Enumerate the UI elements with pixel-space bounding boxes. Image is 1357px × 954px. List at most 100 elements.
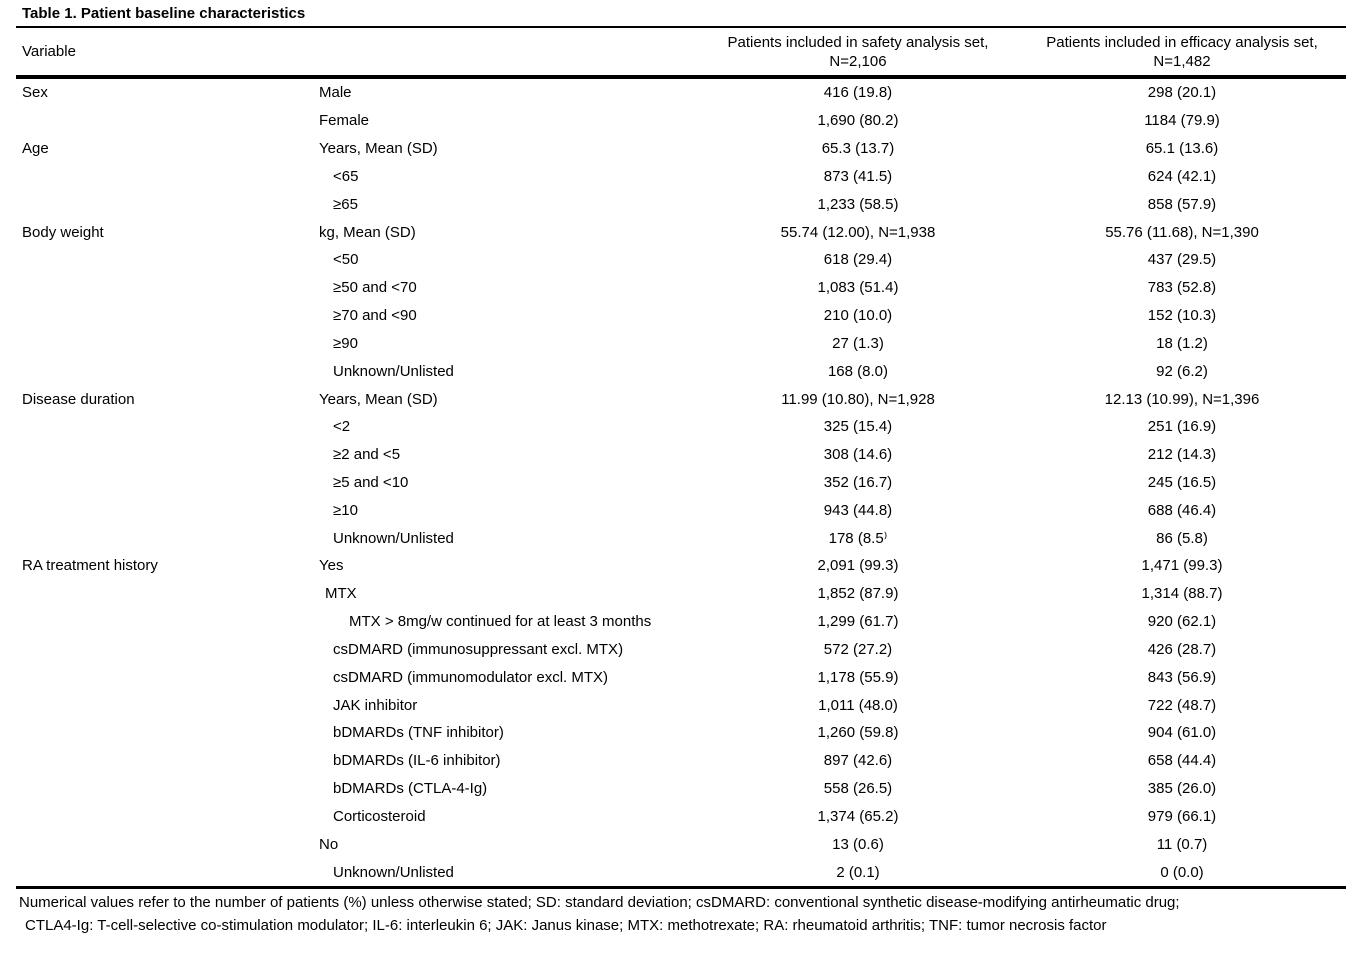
table-row: csDMARD (immunosuppressant excl. MTX) 572… bbox=[16, 636, 1346, 664]
table-row: RA treatment history Yes 2,091 (99.3) 1,471… bbox=[16, 552, 1346, 580]
efficacy-value: 1184 (79.9) bbox=[1144, 112, 1220, 130]
row-label: Unknown/Unlisted bbox=[333, 529, 454, 547]
safety-value: 168 (8.0) bbox=[827, 362, 889, 380]
row-label: bDMARDs (CTLA-4-Ig) bbox=[333, 780, 488, 798]
row-label: <2 bbox=[333, 418, 351, 436]
efficacy-value: 11 (0.7) bbox=[1156, 835, 1208, 853]
safety-value: 1,178 (55.9) bbox=[817, 668, 899, 686]
safety-value: 55.74 (12.00), N=1,938 bbox=[780, 223, 936, 241]
row-label: kg, Mean (SD) bbox=[319, 223, 416, 241]
safety-value: 1,299 (61.7) bbox=[817, 613, 899, 631]
row-label: Years, Mean (SD) bbox=[319, 140, 438, 158]
row-group-label: RA treatment history bbox=[22, 557, 158, 575]
efficacy-value: 1,471 (99.3) bbox=[1141, 557, 1223, 575]
footnote-line-1: Numerical values refer to the number of … bbox=[19, 894, 1180, 912]
table-page: Table 1. Patient baseline characteristic… bbox=[16, 0, 1346, 937]
safety-value: 1,690 (80.2) bbox=[817, 112, 899, 130]
table-row: ≥10 943 (44.8) 688 (46.4) bbox=[16, 496, 1346, 524]
safety-value: 325 (15.4) bbox=[823, 418, 893, 436]
efficacy-value: 920 (62.1) bbox=[1147, 613, 1217, 631]
safety-value: 178 (8.5⁾ bbox=[828, 530, 888, 548]
table-row: ≥65 1,233 (58.5) 858 (57.9) bbox=[16, 190, 1346, 218]
table-row: csDMARD (immunomodulator excl. MTX) 1,178… bbox=[16, 663, 1346, 691]
table-row: Disease duration Years, Mean (SD) 11.99 (1… bbox=[16, 385, 1346, 413]
row-label: ≥10 bbox=[333, 501, 358, 519]
table-row: ≥70 and <90 210 (10.0) 152 (10.3) bbox=[16, 302, 1346, 330]
efficacy-value: 843 (56.9) bbox=[1147, 668, 1217, 686]
row-label: ≥70 and <90 bbox=[333, 307, 417, 325]
table-row: bDMARDs (CTLA-4-Ig) 558 (26.5) 385 (26.0) bbox=[16, 775, 1346, 803]
row-label: MTX > 8mg/w continued for at least 3 mon… bbox=[349, 613, 652, 631]
table-row: <65 873 (41.5) 624 (42.1) bbox=[16, 162, 1346, 190]
row-label: bDMARDs (IL-6 inhibitor) bbox=[333, 752, 501, 770]
table-row: ≥50 and <70 1,083 (51.4) 783 (52.8) bbox=[16, 274, 1346, 302]
row-group-label: Sex bbox=[22, 84, 48, 102]
safety-value: 897 (42.6) bbox=[823, 752, 893, 770]
row-label: Years, Mean (SD) bbox=[319, 390, 438, 408]
header-variable: Variable bbox=[22, 43, 76, 60]
table-row: Unknown/Unlisted 2 (0.1) 0 (0.0) bbox=[16, 858, 1346, 886]
efficacy-value: 86 (5.8) bbox=[1156, 529, 1208, 547]
row-label: <65 bbox=[333, 167, 359, 185]
safety-value: 27 (1.3) bbox=[832, 334, 884, 352]
safety-value: 210 (10.0) bbox=[823, 307, 893, 325]
safety-value: 11.99 (10.80), N=1,928 bbox=[781, 390, 935, 408]
row-label: ≥90 bbox=[333, 334, 358, 352]
row-label: csDMARD (immunosuppressant excl. MTX) bbox=[333, 640, 624, 658]
row-label: csDMARD (immunomodulator excl. MTX) bbox=[333, 668, 609, 686]
efficacy-value: 624 (42.1) bbox=[1147, 167, 1217, 185]
table-row: Body weight kg, Mean (SD) 55.74 (12.00), N… bbox=[16, 218, 1346, 246]
efficacy-value: 152 (10.3) bbox=[1147, 307, 1217, 325]
safety-value: 1,260 (59.8) bbox=[817, 724, 899, 742]
row-label: No bbox=[319, 835, 339, 853]
table-row: MTX 1,852 (87.9) 1,314 (88.7) bbox=[16, 580, 1346, 608]
header-efficacy-line1: Patients included in efficacy analysis s… bbox=[1046, 33, 1318, 51]
table-title: Table 1. Patient baseline characteristic… bbox=[22, 5, 306, 22]
table-row: ≥90 27 (1.3) 18 (1.2) bbox=[16, 329, 1346, 357]
table-row: <2 325 (15.4) 251 (16.9) bbox=[16, 413, 1346, 441]
efficacy-value: 1,314 (88.7) bbox=[1141, 585, 1223, 603]
efficacy-value: 0 (0.0) bbox=[1160, 863, 1204, 881]
efficacy-value: 426 (28.7) bbox=[1147, 640, 1217, 658]
efficacy-value: 783 (52.8) bbox=[1147, 279, 1217, 297]
row-group-label: Disease duration bbox=[22, 390, 135, 408]
table-row: <50 618 (29.4) 437 (29.5) bbox=[16, 246, 1346, 274]
safety-value: 558 (26.5) bbox=[823, 780, 893, 798]
efficacy-value: 251 (16.9) bbox=[1147, 418, 1217, 436]
table-body: Sex Male 416 (19.8) 298 (20.1) Female 1,690 (… bbox=[16, 79, 1346, 886]
efficacy-value: 904 (61.0) bbox=[1147, 724, 1217, 742]
efficacy-value: 298 (20.1) bbox=[1147, 84, 1217, 102]
safety-value: 352 (16.7) bbox=[823, 474, 893, 491]
table-row: Corticosteroid 1,374 (65.2) 979 (66.1) bbox=[16, 803, 1346, 831]
efficacy-value: 12.13 (10.99), N=1,396 bbox=[1104, 390, 1260, 408]
safety-value: 416 (19.8) bbox=[823, 84, 893, 102]
row-label: Yes bbox=[319, 557, 344, 575]
row-label: Unknown/Unlisted bbox=[333, 362, 454, 380]
table-header-row: Variable Patients included in safety ana… bbox=[16, 28, 1346, 75]
table-row: Sex Male 416 (19.8) 298 (20.1) bbox=[16, 79, 1346, 107]
safety-value: 1,083 (51.4) bbox=[817, 279, 899, 297]
row-label: Female bbox=[319, 112, 370, 130]
row-group-label: Body weight bbox=[22, 223, 104, 241]
efficacy-value: 858 (57.9) bbox=[1147, 195, 1217, 213]
table-row: JAK inhibitor 1,011 (48.0) 722 (48.7) bbox=[16, 691, 1346, 719]
footer-rule bbox=[16, 886, 1346, 890]
safety-value: 1,852 (87.9) bbox=[817, 585, 899, 603]
efficacy-value: 65.1 (13.6) bbox=[1145, 140, 1219, 158]
row-label: ≥50 and <70 bbox=[333, 279, 417, 297]
row-label: JAK inhibitor bbox=[333, 696, 418, 714]
table-row: ≥5 and <10 352 (16.7) 245 (16.5) bbox=[16, 469, 1346, 497]
safety-value: 2 (0.1) bbox=[836, 863, 880, 881]
safety-value: 572 (27.2) bbox=[823, 640, 893, 658]
row-label: MTX bbox=[325, 585, 357, 603]
title-rule bbox=[16, 26, 1346, 28]
efficacy-value: 18 (1.2) bbox=[1156, 334, 1208, 352]
row-label: Corticosteroid bbox=[333, 807, 426, 825]
header-efficacy-n: N=1,482 bbox=[1153, 52, 1211, 70]
safety-value: 308 (14.6) bbox=[823, 446, 893, 464]
efficacy-value: 245 (16.5) bbox=[1147, 474, 1217, 491]
table-footnote: Numerical values refer to the number of … bbox=[16, 889, 1346, 937]
table-row: Unknown/Unlisted 168 (8.0) 92 (6.2) bbox=[16, 357, 1346, 385]
efficacy-value: 722 (48.7) bbox=[1147, 696, 1217, 714]
efficacy-value: 437 (29.5) bbox=[1147, 251, 1217, 269]
